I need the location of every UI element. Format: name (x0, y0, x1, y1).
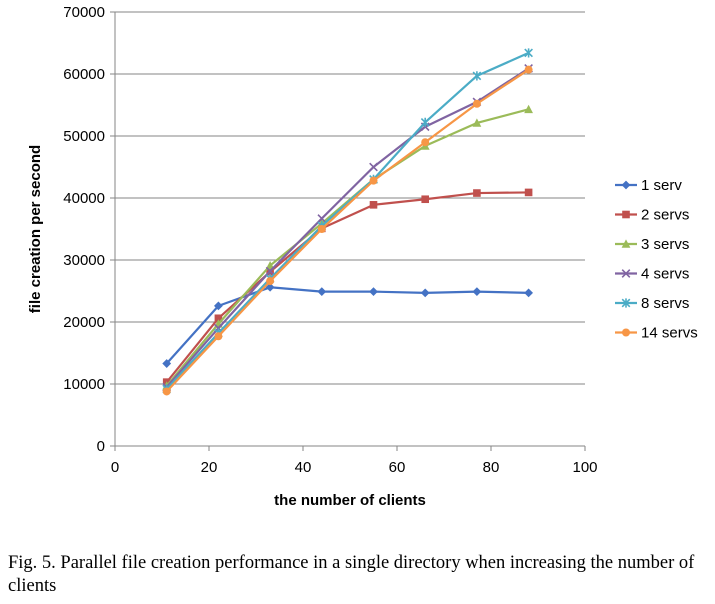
y-axis-title: file creation per second (27, 145, 44, 313)
data-point (420, 288, 430, 298)
data-point (622, 210, 630, 219)
series-line (165, 51, 530, 390)
x-tick-label: 0 (111, 459, 119, 476)
series-3-servs (162, 104, 533, 390)
data-point (621, 269, 631, 278)
y-tick-label: 40000 (63, 190, 105, 207)
data-point (369, 162, 378, 172)
x-axis-title: the number of clients (274, 492, 426, 509)
x-tick-label: 100 (572, 459, 597, 476)
data-point (621, 180, 631, 190)
y-tick-labels: 0 10000 20000 30000 40000 50000 60000 70000 (63, 4, 105, 455)
legend-item: 2 servs (615, 207, 689, 224)
y-tick-label: 60000 (63, 66, 105, 83)
data-point (214, 301, 223, 311)
legend-item: 3 servs (615, 236, 689, 253)
data-point (524, 48, 533, 58)
data-point (524, 104, 533, 114)
data-point (317, 214, 327, 223)
data-point (317, 225, 326, 233)
series-line (165, 191, 529, 383)
data-point (214, 332, 223, 341)
y-tick-label: 50000 (63, 128, 105, 145)
series-line (165, 67, 530, 388)
data-point (369, 201, 378, 209)
data-point (622, 328, 630, 337)
series-4-servs (162, 64, 533, 392)
y-tick-label: 30000 (63, 252, 105, 269)
x-tick-label: 80 (483, 459, 500, 476)
axes (110, 11, 586, 451)
legend-item: 14 servs (615, 325, 698, 342)
data-point (162, 387, 171, 396)
data-point (266, 277, 275, 286)
legend-item: 4 servs (615, 266, 689, 283)
series-1-serv (162, 282, 533, 368)
legend-label: 1 serv (641, 177, 682, 194)
y-tick-label: 0 (97, 438, 105, 455)
data-point (214, 314, 223, 323)
chart: 0 10000 20000 30000 40000 50000 60000 70000 0 20… (27, 4, 698, 509)
y-tick-label: 70000 (63, 4, 105, 21)
data-point (472, 99, 481, 108)
legend-label: 14 servs (641, 325, 698, 342)
data-point (420, 117, 430, 127)
data-point (524, 288, 533, 298)
x-tick-label: 40 (295, 459, 312, 476)
legend-item: 1 serv (615, 177, 682, 194)
data-point (162, 359, 172, 368)
data-point (369, 176, 378, 185)
data-point (265, 266, 275, 276)
data-point (421, 195, 429, 204)
data-point (524, 65, 533, 74)
data-point (473, 189, 481, 197)
data-point (265, 282, 275, 292)
data-point (621, 239, 631, 248)
series-line (165, 108, 529, 387)
data-point (369, 287, 378, 297)
data-point (472, 118, 482, 127)
series-2-servs (162, 188, 533, 386)
legend-item: 8 servs (615, 295, 689, 312)
legend-label: 2 servs (641, 207, 689, 224)
legend-label: 4 servs (641, 266, 689, 283)
x-tick-label: 20 (201, 459, 218, 476)
y-tick-label: 10000 (63, 376, 105, 393)
series-14-servs (162, 65, 533, 396)
data-point (524, 188, 533, 197)
data-point (472, 287, 482, 297)
data-point (421, 138, 430, 147)
figure-caption: Fig. 5. Parallel file creation performan… (8, 553, 695, 596)
gridlines (115, 11, 585, 385)
data-point (317, 287, 327, 297)
plot-area (162, 48, 533, 396)
y-tick-label: 20000 (63, 314, 105, 331)
series-line (165, 286, 529, 365)
data-point (472, 71, 482, 81)
series-line (165, 68, 530, 393)
legend-label: 8 servs (641, 295, 689, 312)
data-point (265, 260, 275, 270)
x-tick-label: 60 (389, 459, 406, 476)
data-point (621, 298, 631, 308)
legend: 1 serv 2 servs 3 servs 4 servs 8 servs 14 ser… (615, 177, 698, 342)
x-tick-labels: 0 20 40 60 80 100 (111, 459, 598, 476)
legend-label: 3 servs (641, 236, 689, 253)
